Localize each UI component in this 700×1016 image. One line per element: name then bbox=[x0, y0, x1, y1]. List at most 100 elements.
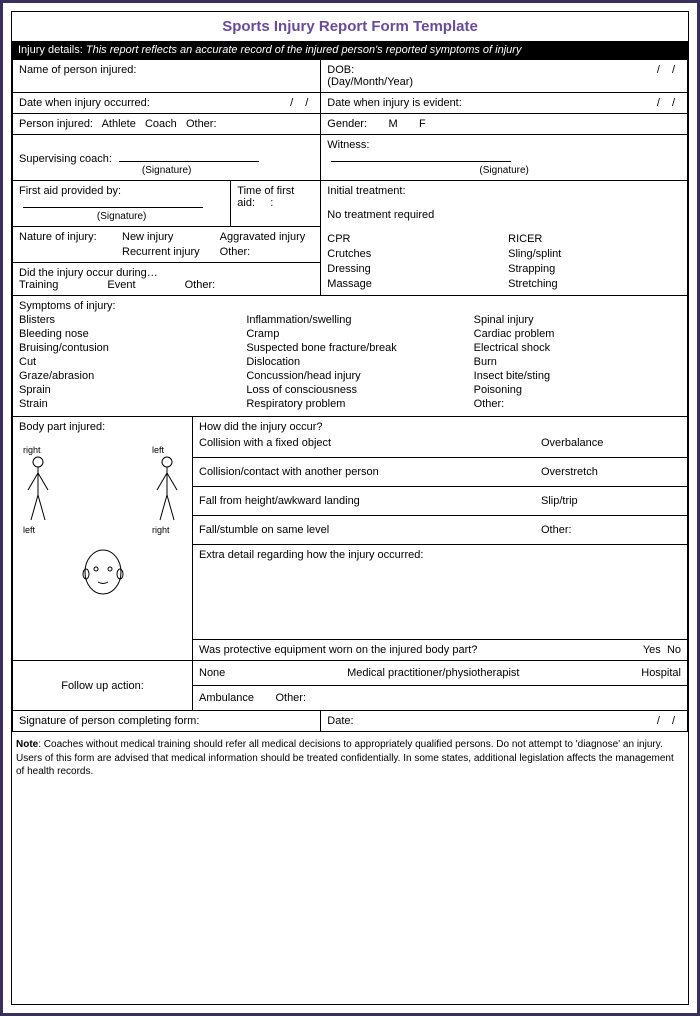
witness-cell[interactable]: Witness: (Signature) bbox=[321, 135, 688, 181]
coach-sig-line[interactable] bbox=[119, 151, 259, 162]
nature-new[interactable]: New injury bbox=[122, 231, 217, 243]
symptom-item[interactable]: Dislocation bbox=[246, 356, 453, 368]
symptom-item[interactable]: Sprain bbox=[19, 384, 226, 396]
firstaid-cell[interactable]: First aid provided by: (Signature) bbox=[13, 181, 231, 227]
nature-cell[interactable]: Nature of injury: New injury Aggravated … bbox=[13, 227, 321, 263]
date-occurred-cell[interactable]: Date when injury occurred:// bbox=[13, 93, 321, 114]
header-label: Injury details: bbox=[18, 44, 83, 56]
how-row-2[interactable]: Fall from height/awkward landing Slip/tri… bbox=[193, 487, 688, 516]
bodypart-cell[interactable]: Body part injured: right left left right bbox=[13, 417, 193, 661]
gender-f[interactable]: F bbox=[419, 118, 426, 130]
note: Note: Coaches without medical training s… bbox=[12, 732, 688, 785]
symptom-item[interactable]: Inflammation/swelling bbox=[246, 314, 453, 326]
during-cell[interactable]: Did the injury occur during… Training Ev… bbox=[13, 263, 321, 296]
symptom-item[interactable]: Other: bbox=[474, 398, 681, 410]
symptom-item[interactable]: Burn bbox=[474, 356, 681, 368]
treat-strapping[interactable]: Strapping bbox=[508, 263, 681, 275]
nature-agg[interactable]: Aggravated injury bbox=[220, 231, 315, 243]
nature-rec[interactable]: Recurrent injury bbox=[122, 246, 217, 258]
symptom-item[interactable]: Strain bbox=[19, 398, 226, 410]
person-type-cell[interactable]: Person injured: Athlete Coach Other: bbox=[13, 114, 321, 135]
extra-label: Extra detail regarding how the injury oc… bbox=[199, 549, 423, 561]
date-evident-cell[interactable]: Date when injury is evident:// bbox=[321, 93, 688, 114]
symptom-item[interactable]: Concussion/head injury bbox=[246, 370, 453, 382]
opt-athlete[interactable]: Athlete bbox=[102, 118, 136, 130]
treat-sling[interactable]: Sling/splint bbox=[508, 248, 681, 260]
during-training[interactable]: Training bbox=[19, 279, 58, 291]
symptoms-label: Symptoms of injury: bbox=[19, 300, 681, 312]
symptom-item[interactable]: Cardiac problem bbox=[474, 328, 681, 340]
treatment-none[interactable]: No treatment required bbox=[327, 209, 681, 221]
symptom-item[interactable]: Suspected bone fracture/break bbox=[246, 342, 453, 354]
symptom-item[interactable]: Cramp bbox=[246, 328, 453, 340]
treatment-cell[interactable]: Initial treatment: No treatment required… bbox=[321, 181, 688, 296]
gender-cell[interactable]: Gender: M F bbox=[321, 114, 688, 135]
date-complete-label: Date: bbox=[327, 715, 353, 727]
symptoms-cell[interactable]: Symptoms of injury: Blisters Inflammation… bbox=[13, 296, 688, 417]
date-complete-slashes: // bbox=[651, 715, 681, 727]
dob-cell[interactable]: DOB:(Day/Month/Year)// bbox=[321, 60, 688, 93]
fu-hospital[interactable]: Hospital bbox=[641, 667, 681, 679]
fu-med[interactable]: Medical practitioner/physiotherapist bbox=[347, 667, 519, 679]
l1: left bbox=[23, 525, 35, 535]
treat-massage[interactable]: Massage bbox=[327, 278, 500, 290]
coach-cell[interactable]: Supervising coach: (Signature) bbox=[13, 135, 321, 181]
symptom-item[interactable]: Blisters bbox=[19, 314, 226, 326]
protective-no[interactable]: No bbox=[667, 644, 681, 656]
symptom-item[interactable]: Bleeding nose bbox=[19, 328, 226, 340]
protective-yes[interactable]: Yes bbox=[643, 644, 661, 656]
opt-other[interactable]: Other: bbox=[186, 118, 217, 130]
protective-cell[interactable]: Was protective equipment worn on the inj… bbox=[193, 640, 688, 661]
protective-label: Was protective equipment worn on the inj… bbox=[199, 644, 477, 656]
l2: left bbox=[152, 445, 164, 455]
treat-ricer[interactable]: RICER bbox=[508, 233, 681, 245]
date-evident-slashes: // bbox=[651, 97, 681, 109]
how-0a[interactable]: Collision with a fixed object bbox=[199, 437, 331, 449]
dob-label: DOB: bbox=[327, 64, 354, 76]
nature-label: Nature of injury: bbox=[19, 231, 119, 258]
fu-none[interactable]: None bbox=[199, 667, 225, 679]
during-other[interactable]: Other: bbox=[185, 279, 216, 291]
how-1a[interactable]: Collision/contact with another person bbox=[199, 466, 379, 478]
followup-label: Follow up action: bbox=[61, 680, 144, 692]
body-back-icon bbox=[152, 455, 182, 525]
treat-stretching[interactable]: Stretching bbox=[508, 278, 681, 290]
date-complete-cell[interactable]: Date: // bbox=[321, 711, 688, 732]
header-text: This report reflects an accurate record … bbox=[86, 44, 522, 56]
form-container: Sports Injury Report Form Template Injur… bbox=[11, 11, 689, 1005]
how-3a[interactable]: Fall/stumble on same level bbox=[199, 524, 329, 536]
how-1b[interactable]: Overstretch bbox=[541, 466, 681, 478]
how-row-3[interactable]: Fall/stumble on same level Other: bbox=[193, 516, 688, 545]
fu-other[interactable]: Other: bbox=[275, 692, 306, 704]
firstaid-sig-line[interactable] bbox=[23, 197, 203, 208]
treat-crutches[interactable]: Crutches bbox=[327, 248, 500, 260]
symptom-item[interactable]: Bruising/contusion bbox=[19, 342, 226, 354]
fu-ambulance[interactable]: Ambulance bbox=[199, 692, 254, 704]
how-row-1[interactable]: Collision/contact with another person Ove… bbox=[193, 458, 688, 487]
time-cell[interactable]: Time of first aid: : bbox=[231, 181, 321, 227]
symptom-item[interactable]: Poisoning bbox=[474, 384, 681, 396]
symptom-item[interactable]: Respiratory problem bbox=[246, 398, 453, 410]
date-occurred-slashes: // bbox=[284, 97, 314, 109]
name-cell[interactable]: Name of person injured: bbox=[13, 60, 321, 93]
how-3b[interactable]: Other: bbox=[541, 524, 681, 536]
gender-m[interactable]: M bbox=[388, 118, 397, 130]
symptom-item[interactable]: Loss of consciousness bbox=[246, 384, 453, 396]
symptom-item[interactable]: Cut bbox=[19, 356, 226, 368]
opt-coach[interactable]: Coach bbox=[145, 118, 177, 130]
treat-dressing[interactable]: Dressing bbox=[327, 263, 500, 275]
nature-other[interactable]: Other: bbox=[220, 246, 315, 258]
symptom-item[interactable]: Electrical shock bbox=[474, 342, 681, 354]
extra-cell[interactable]: Extra detail regarding how the injury oc… bbox=[193, 545, 688, 640]
symptom-item[interactable]: Graze/abrasion bbox=[19, 370, 226, 382]
how-0b[interactable]: Overbalance bbox=[541, 437, 681, 449]
sig-complete-cell[interactable]: Signature of person completing form: bbox=[13, 711, 321, 732]
followup-cell[interactable]: None Medical practitioner/physiotherapis… bbox=[193, 661, 688, 711]
how-2a[interactable]: Fall from height/awkward landing bbox=[199, 495, 360, 507]
symptom-item[interactable]: Spinal injury bbox=[474, 314, 681, 326]
how-2b[interactable]: Slip/trip bbox=[541, 495, 681, 507]
treat-cpr[interactable]: CPR bbox=[327, 233, 500, 245]
witness-sig-line[interactable] bbox=[331, 151, 511, 162]
during-event[interactable]: Event bbox=[107, 279, 135, 291]
symptom-item[interactable]: Insect bite/sting bbox=[474, 370, 681, 382]
